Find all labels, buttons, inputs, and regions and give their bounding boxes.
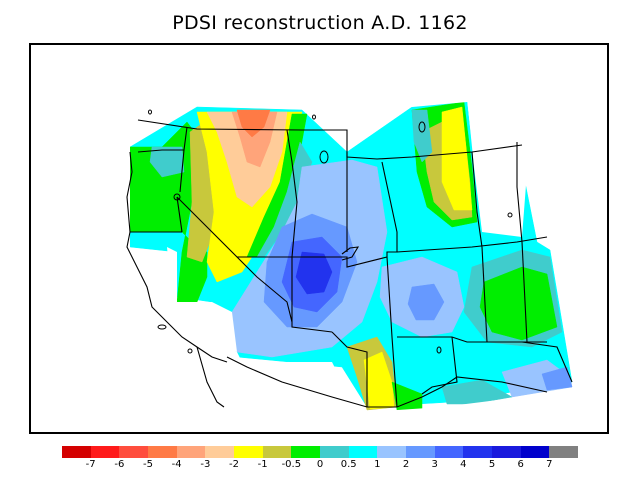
- colorbar-labels: -7 -6 -5 -4 -3 -2 -1 -0.5 0 0.5 1 2 3 4 5 6 7: [62, 459, 578, 473]
- colorbar-tick-label: 1: [374, 459, 381, 470]
- colorbar-tick-label: -5: [143, 459, 153, 470]
- colorbar-swatch: [434, 446, 464, 458]
- colorbar-swatch: [119, 446, 149, 458]
- region-teal-se: [441, 379, 513, 405]
- lakes: [148, 109, 513, 354]
- region-green-east: [479, 266, 558, 341]
- colorbar-swatch: [406, 446, 435, 458]
- colorbar-swatch: [291, 446, 321, 458]
- region-medblue-nm: [407, 283, 445, 321]
- region-yellow-south: [363, 351, 395, 410]
- colorbar-swatch: [205, 446, 235, 458]
- region-medblue-se: [541, 366, 573, 391]
- region-darkblue-utah: [295, 251, 333, 295]
- colorbar-swatch: [176, 446, 206, 458]
- colorbar-tick-label: 4: [460, 459, 467, 470]
- colorbar-tick-label: 0: [316, 459, 324, 470]
- colorbar-tick-label: -3: [200, 459, 211, 470]
- state-borders: [126, 119, 573, 408]
- region-yellow-ne: [441, 106, 473, 211]
- colorbar-swatch: [62, 446, 91, 458]
- colorbar-tick-label: 2: [402, 459, 410, 470]
- colorbar-tick-label: -4: [171, 459, 182, 470]
- colorbar-swatch: [492, 446, 521, 458]
- region-teal-nw: [149, 146, 185, 178]
- mask-ne-corner: [472, 82, 607, 247]
- colorbar-tick-label: 7: [546, 459, 553, 470]
- colorbar-tick-label: 6: [517, 459, 524, 470]
- map-frame: [29, 43, 609, 434]
- region-teal-ne: [411, 109, 433, 163]
- colorbar-swatch: [262, 446, 292, 458]
- colorbar-tick-label: -1: [257, 459, 268, 470]
- colorbar-swatch: [90, 446, 120, 458]
- pdsi-field: [31, 45, 607, 432]
- pdsi-map: [31, 45, 607, 432]
- colorbar-tick-label: 5: [488, 459, 496, 470]
- colorbar-swatch: [549, 446, 579, 458]
- mask-south: [31, 383, 607, 432]
- colorbar-swatch: [348, 446, 378, 458]
- mask-pacific: [31, 45, 367, 432]
- colorbar-tick-label: -2: [229, 459, 239, 470]
- colorbar-swatch: [234, 446, 263, 458]
- colorbar-tick-label: -7: [85, 459, 96, 470]
- region-orange: [236, 109, 271, 138]
- colorbar-swatch: [463, 446, 493, 458]
- colorbar-swatch: [320, 446, 349, 458]
- colorbar-tick-label: 0.5: [340, 459, 357, 470]
- colorbar-swatch: [148, 446, 177, 458]
- colorbar-swatch: [377, 446, 407, 458]
- map-title: PDSI reconstruction A.D. 1162: [172, 12, 468, 34]
- mask-sw: [167, 247, 237, 352]
- colorbar-tick-label: 3: [431, 459, 438, 470]
- mask-north: [130, 45, 607, 120]
- colorbar-tick-label: -6: [114, 459, 125, 470]
- colorbar: [62, 446, 579, 458]
- colorbar-swatch: [520, 446, 550, 458]
- colorbar-tick-label: -0.5: [281, 459, 302, 470]
